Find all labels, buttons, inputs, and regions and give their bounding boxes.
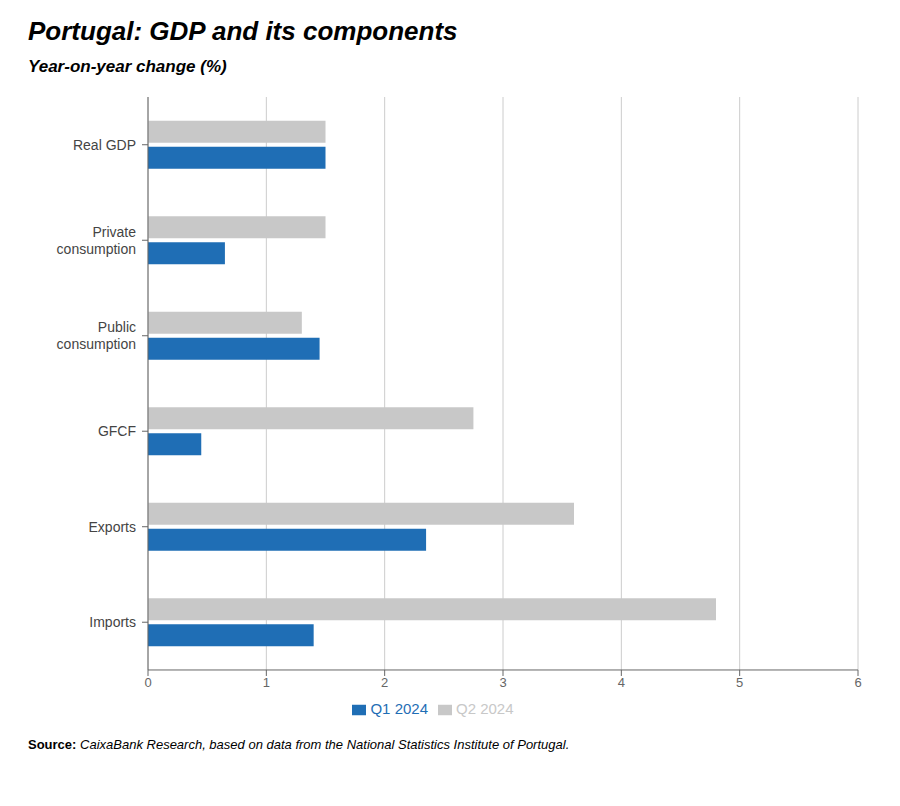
svg-text:0: 0	[144, 675, 151, 690]
html-text:Q1 2024: Q1 2024	[370, 700, 428, 717]
svg-text:Real GDP: Real GDP	[73, 137, 136, 153]
svg-text:6: 6	[854, 675, 861, 690]
svg-text:3: 3	[499, 675, 506, 690]
svg-text:Publicconsumption: Publicconsumption	[57, 319, 136, 352]
svg-text:GFCF: GFCF	[98, 423, 136, 439]
svg-text:1: 1	[263, 675, 270, 690]
svg-text:2: 2	[381, 675, 388, 690]
html-text:Year-on-year change (%): Year-on-year change (%)	[28, 57, 227, 76]
svg-text:5: 5	[736, 675, 743, 690]
svg-text:Privateconsumption: Privateconsumption	[57, 224, 137, 257]
svg-text:4: 4	[618, 675, 625, 690]
html-text:Portugal: GDP and its componen: Portugal: GDP and its components	[28, 16, 458, 46]
svg-text:Imports: Imports	[89, 614, 136, 630]
svg-text:Exports: Exports	[89, 519, 136, 535]
html-text:Q2 2024: Q2 2024	[456, 700, 514, 717]
html-text:Source: CaixaBank Research, ba: Source: CaixaBank Research, based on dat…	[28, 737, 570, 752]
